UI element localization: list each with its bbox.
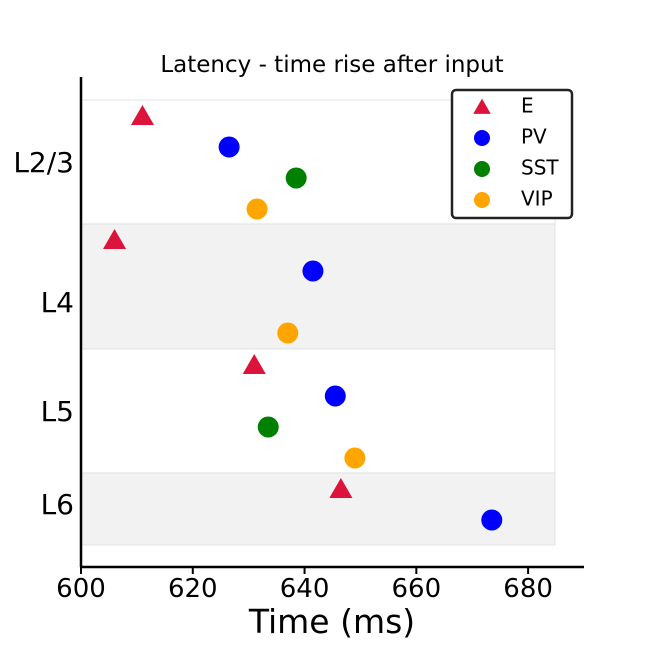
x-tick-label-600: 600 [56, 574, 106, 604]
layer-band-l6 [80, 472, 556, 546]
legend-marker-pv [474, 130, 490, 146]
legend-label-sst: SST [521, 156, 559, 180]
point-pv-l2-3 [218, 136, 240, 158]
x-ticks: 600 620 640 660 680 [56, 567, 553, 604]
axes [79, 77, 584, 569]
data-points [102, 105, 503, 531]
legend-marker-sst [474, 161, 490, 177]
point-pv-l6 [481, 509, 503, 531]
layer-band-l4 [80, 223, 556, 350]
legend: E PV SST VIP [450, 88, 574, 220]
x-tick-label-680: 680 [503, 574, 553, 604]
x-tick-label-640: 640 [280, 574, 330, 604]
x-axis-label: Time (ms) [248, 602, 415, 641]
point-sst-l5 [257, 416, 279, 438]
point-e-l2-3 [130, 105, 155, 125]
layer-label-l6: L6 [41, 488, 74, 521]
legend-box [450, 88, 574, 220]
layer-label-l2-3: L2/3 [13, 146, 74, 179]
point-sst-l2-3 [285, 167, 307, 189]
point-e-l4 [102, 229, 127, 249]
layer-label-l5: L5 [41, 395, 74, 428]
layer-band-l5 [80, 348, 556, 474]
chart-title: Latency - time rise after input [160, 52, 503, 78]
layer-label-l4: L4 [41, 286, 74, 319]
layer-labels: L2/3 L4 L5 L6 [13, 146, 74, 521]
point-e-l6 [329, 478, 353, 498]
point-pv-l4 [302, 260, 324, 282]
point-vip-l2-3 [246, 198, 268, 220]
point-vip-l5 [344, 447, 366, 469]
legend-label-pv: PV [521, 125, 547, 149]
x-tick-label-660: 660 [392, 574, 442, 604]
legend-marker-vip [474, 192, 490, 208]
point-vip-l4 [277, 322, 299, 344]
legend-label-e: E [521, 94, 534, 118]
point-pv-l5 [324, 385, 346, 407]
point-e-l5 [242, 354, 266, 374]
legend-label-vip: VIP [521, 187, 553, 211]
x-tick-label-620: 620 [168, 574, 218, 604]
legend-marker-e [473, 98, 491, 114]
